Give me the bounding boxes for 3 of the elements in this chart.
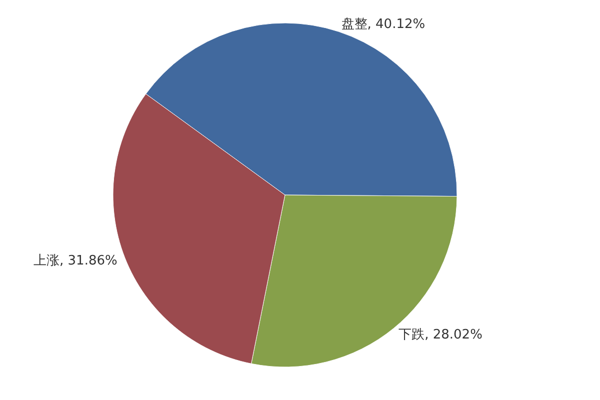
slice-label: 下跌, 28.02% — [398, 328, 482, 343]
slice-label: 盘整, 40.12% — [341, 17, 426, 32]
slice-label: 上涨, 31.86% — [34, 254, 118, 269]
